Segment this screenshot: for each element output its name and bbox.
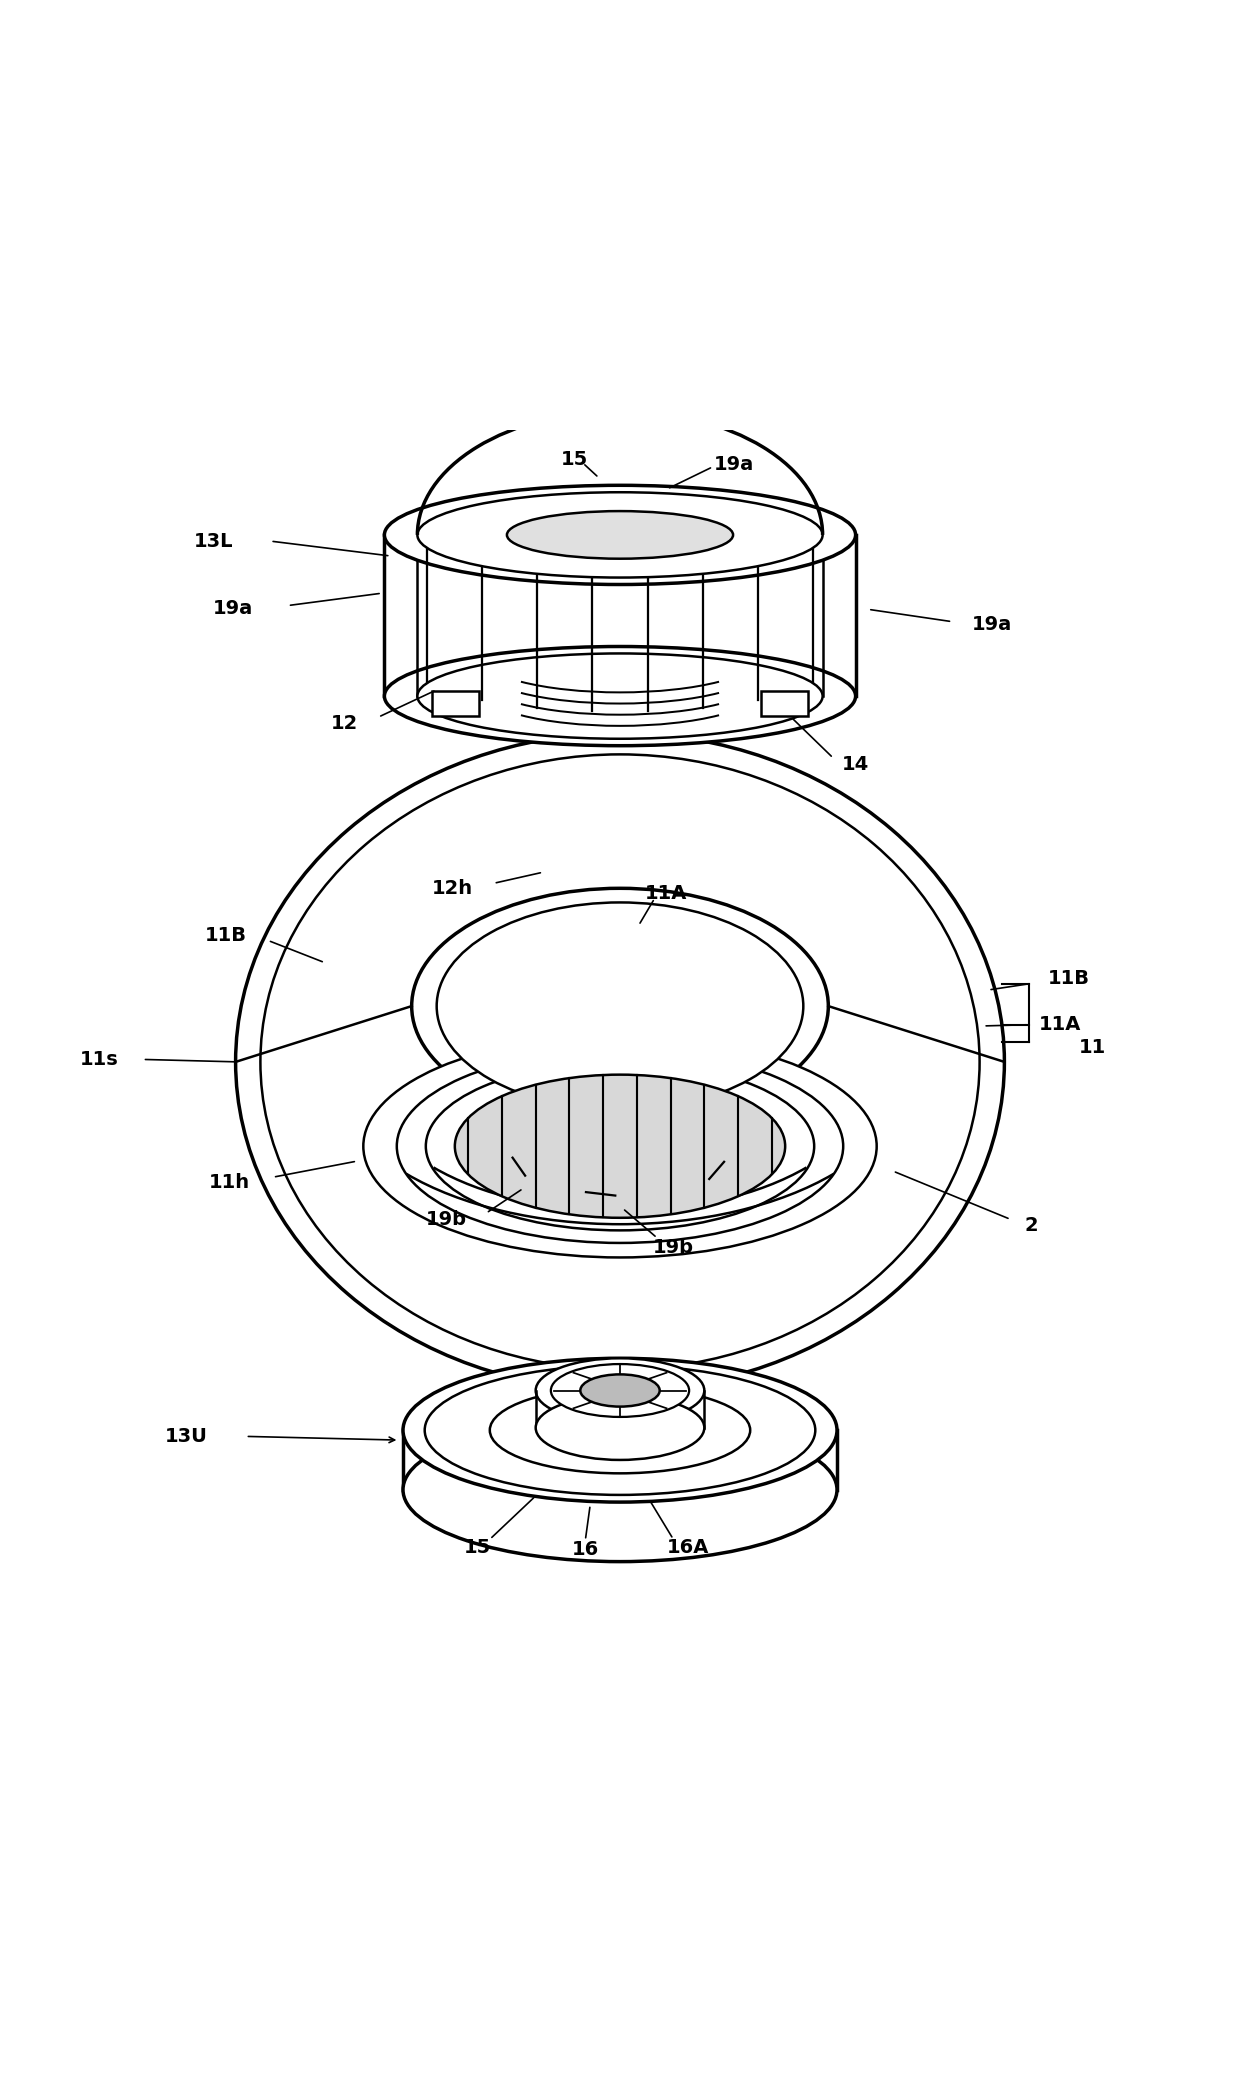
Ellipse shape bbox=[536, 1358, 704, 1423]
Text: 11B: 11B bbox=[205, 926, 247, 945]
Text: 11B: 11B bbox=[1048, 970, 1090, 989]
Ellipse shape bbox=[580, 1375, 660, 1406]
Text: 13U: 13U bbox=[165, 1427, 207, 1446]
Text: 11h: 11h bbox=[208, 1173, 250, 1192]
Ellipse shape bbox=[397, 1050, 843, 1243]
Ellipse shape bbox=[236, 733, 1004, 1390]
Text: 12: 12 bbox=[331, 714, 358, 733]
Polygon shape bbox=[761, 691, 808, 716]
Text: 11A: 11A bbox=[645, 884, 687, 903]
Polygon shape bbox=[432, 691, 479, 716]
Text: 19a: 19a bbox=[972, 615, 1012, 634]
Text: 15: 15 bbox=[560, 449, 588, 468]
Ellipse shape bbox=[507, 510, 733, 558]
Ellipse shape bbox=[424, 1366, 816, 1494]
Ellipse shape bbox=[403, 1417, 837, 1562]
Text: 19a: 19a bbox=[714, 455, 754, 474]
Text: 13L: 13L bbox=[193, 531, 233, 550]
Text: 2: 2 bbox=[1025, 1215, 1038, 1234]
Ellipse shape bbox=[403, 1358, 837, 1503]
Text: 15: 15 bbox=[464, 1539, 491, 1557]
Text: 19b: 19b bbox=[425, 1209, 467, 1228]
Ellipse shape bbox=[490, 1387, 750, 1473]
Ellipse shape bbox=[455, 1075, 785, 1217]
Ellipse shape bbox=[260, 754, 980, 1369]
Text: 16: 16 bbox=[572, 1541, 599, 1560]
Ellipse shape bbox=[551, 1364, 689, 1417]
Ellipse shape bbox=[436, 903, 804, 1110]
Text: 16A: 16A bbox=[667, 1539, 709, 1557]
Ellipse shape bbox=[384, 646, 856, 745]
Ellipse shape bbox=[363, 1035, 877, 1257]
Text: 19a: 19a bbox=[213, 598, 253, 617]
Text: 14: 14 bbox=[842, 756, 869, 775]
Text: 12h: 12h bbox=[432, 879, 474, 898]
Ellipse shape bbox=[536, 1396, 704, 1461]
Ellipse shape bbox=[412, 888, 828, 1123]
Ellipse shape bbox=[425, 1062, 815, 1230]
Text: 11: 11 bbox=[1079, 1037, 1106, 1056]
Text: 11s: 11s bbox=[79, 1050, 119, 1068]
Ellipse shape bbox=[418, 653, 822, 739]
Ellipse shape bbox=[384, 485, 856, 584]
Ellipse shape bbox=[418, 493, 822, 577]
Text: 11A: 11A bbox=[1039, 1016, 1081, 1035]
Text: 19b: 19b bbox=[652, 1238, 694, 1257]
